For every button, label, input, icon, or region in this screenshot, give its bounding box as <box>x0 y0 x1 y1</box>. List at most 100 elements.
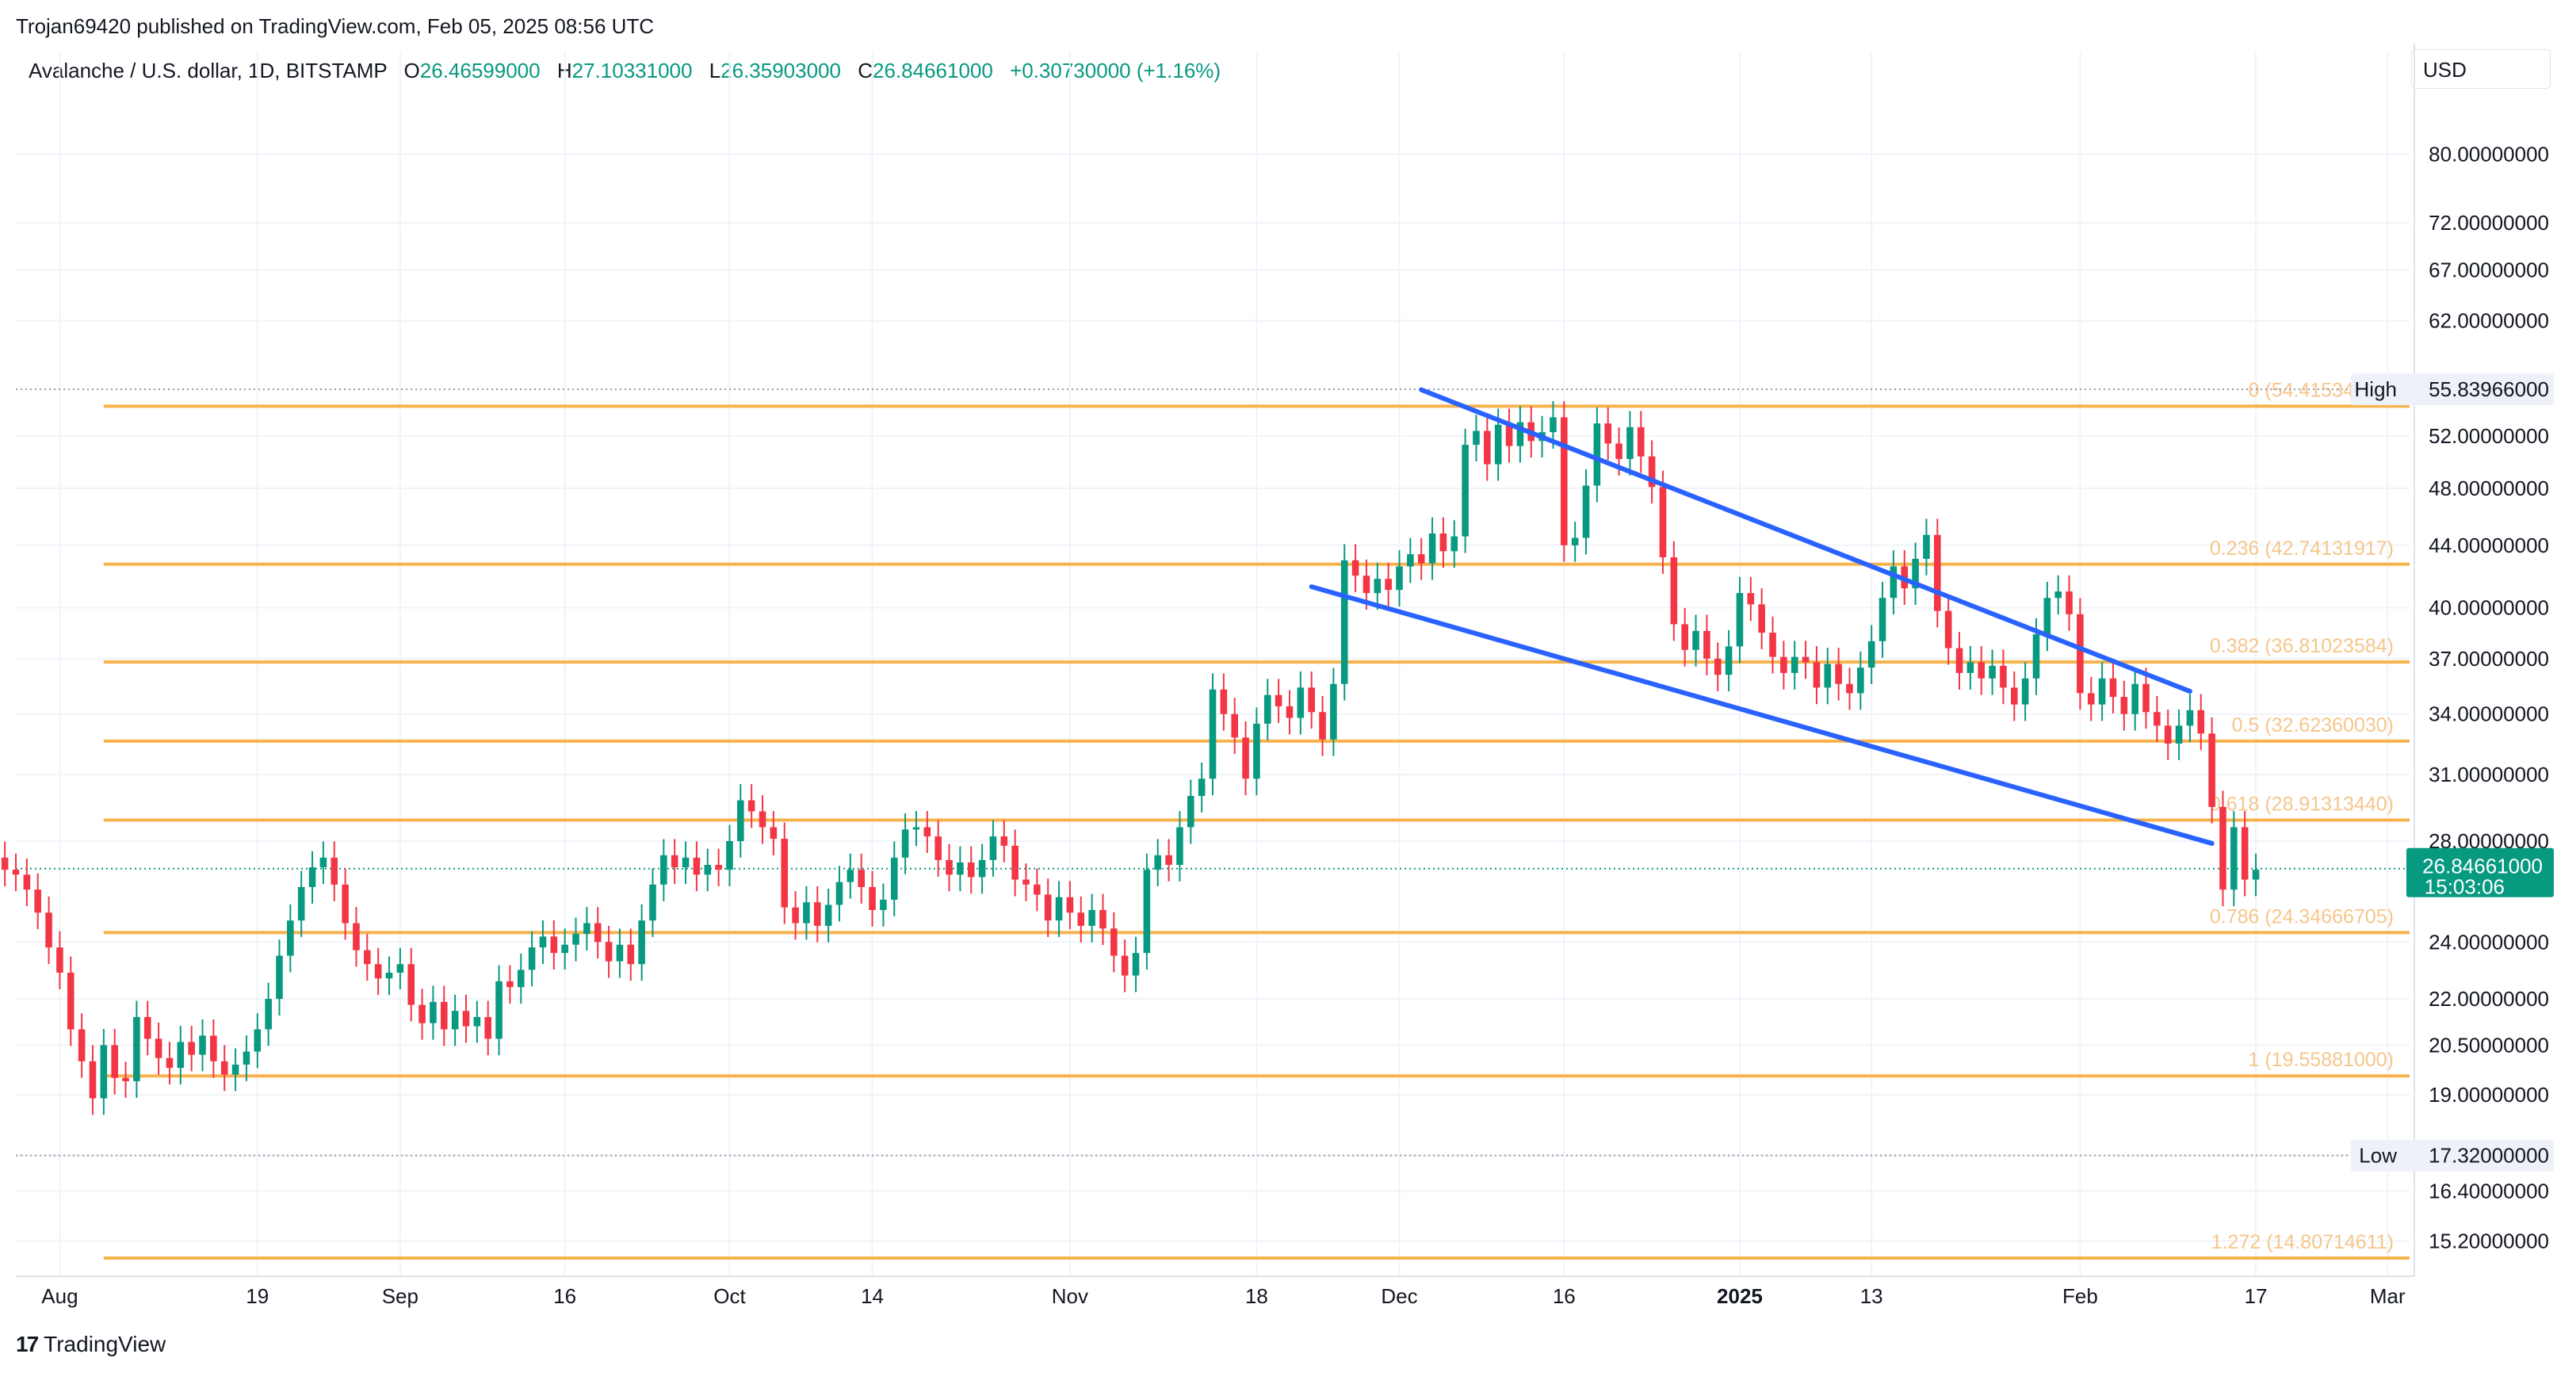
candle-body <box>1582 485 1590 538</box>
candle-body <box>1385 579 1392 591</box>
candle-body <box>2131 683 2138 714</box>
candle-body <box>1550 417 1557 433</box>
candle-body <box>726 840 733 870</box>
candle-body <box>1747 593 1755 605</box>
candle-body <box>1263 694 1271 724</box>
brand-name: TradingView <box>44 1332 166 1356</box>
candle-body <box>1066 897 1074 913</box>
candle-body <box>1242 737 1249 779</box>
close-value: 26.84661000 <box>873 59 993 82</box>
candle-body <box>473 1016 481 1027</box>
candle-body <box>1231 713 1239 738</box>
candle-body <box>1407 554 1414 567</box>
fib-level-label: 0.5 (32.62360030) <box>2232 714 2394 736</box>
candle-body <box>506 981 514 988</box>
candle-body <box>319 857 327 868</box>
candle-body <box>78 1029 86 1061</box>
candle-body <box>2175 725 2183 744</box>
candle-body <box>1000 836 1008 846</box>
x-axis-tick-label: 14 <box>861 1284 884 1308</box>
x-axis-tick-label: 17 <box>2245 1284 2268 1308</box>
candle-body <box>56 947 63 973</box>
candle-body <box>759 811 766 828</box>
candle-body <box>1878 598 1886 641</box>
currency-selector[interactable]: USD <box>2411 49 2551 89</box>
candle-body <box>671 855 678 868</box>
candle-body <box>1692 630 1699 650</box>
candle-body <box>430 1001 437 1023</box>
candle-body <box>880 899 887 910</box>
candle-body <box>1275 694 1282 707</box>
candle-body <box>824 904 832 926</box>
candle-body <box>1187 796 1194 828</box>
candle-body <box>2077 614 2084 694</box>
high-price-tag <box>2351 373 2554 406</box>
candle-body <box>1637 426 1645 457</box>
candle-body <box>1351 560 1359 576</box>
candle-body <box>770 827 778 839</box>
candle-body <box>2066 591 2073 614</box>
candle-body <box>1473 430 1480 446</box>
candle-body <box>1055 897 1063 921</box>
candle-body <box>1417 554 1425 564</box>
candle-body <box>572 934 579 945</box>
candle-body <box>1 857 9 870</box>
candle-body <box>957 862 964 875</box>
x-axis-tick-label: 13 <box>1860 1284 1883 1308</box>
y-axis-tick-label: 37.00000000 <box>2429 647 2549 671</box>
candle-body <box>1439 533 1447 552</box>
candle-body <box>550 936 558 954</box>
x-axis-tick-label: 16 <box>553 1284 576 1308</box>
candle-body <box>254 1029 262 1052</box>
candle-body <box>1121 955 1129 976</box>
close-label: C <box>858 59 873 82</box>
candle-body <box>1484 430 1491 465</box>
candle-body <box>2120 697 2128 714</box>
candle-body <box>561 944 568 954</box>
candle-body <box>374 964 382 979</box>
candle-body <box>934 836 942 860</box>
candle-body <box>1088 909 1095 926</box>
y-axis-tick-label: 67.00000000 <box>2429 258 2549 282</box>
candle-body <box>1110 928 1118 956</box>
candle-body <box>1154 855 1162 870</box>
candle-body <box>1989 665 1996 679</box>
candle-body <box>111 1045 118 1078</box>
candle-body <box>1835 664 1842 684</box>
candle-body <box>901 829 909 858</box>
x-axis-tick-label: Sep <box>382 1284 419 1308</box>
candle-body <box>1198 778 1206 797</box>
y-axis-tick-label: 16.40000000 <box>2429 1180 2549 1203</box>
change-value: +0.30730000 (+1.16%) <box>1010 59 1221 82</box>
candle-body <box>342 884 349 924</box>
candle-body <box>605 942 613 962</box>
fib-level-label: 1.272 (14.80714611) <box>2211 1231 2394 1253</box>
candle-body <box>747 800 755 812</box>
candle-body <box>243 1051 250 1065</box>
candle-body <box>1791 656 1798 673</box>
candle-body <box>923 827 931 837</box>
last-price-tag-value: 26.84661000 <box>2422 855 2543 878</box>
candle-body <box>835 882 843 905</box>
high-price-tag-label: High <box>2355 377 2397 401</box>
x-axis-tick-label: Aug <box>41 1284 78 1308</box>
tradingview-logo-icon: 17 <box>16 1332 39 1356</box>
candle-body <box>331 857 338 885</box>
candle-body <box>451 1011 459 1030</box>
fib-level-label: 1 (19.55881000) <box>2249 1049 2394 1071</box>
candle-body <box>231 1064 239 1075</box>
candle-body <box>1022 879 1030 885</box>
x-axis-tick-label: Mar <box>2370 1284 2406 1308</box>
candle-body <box>2043 598 2051 635</box>
candle-body <box>1340 560 1348 684</box>
candle-body <box>419 1004 426 1023</box>
candle-body <box>1176 827 1183 866</box>
candle-body <box>1308 687 1315 713</box>
candle-body <box>199 1035 206 1055</box>
candle-body <box>1604 423 1612 444</box>
high-price-tag-value: 55.83966000 <box>2429 377 2549 401</box>
low-value: 26.35903000 <box>720 59 841 82</box>
candle-body <box>2219 806 2226 890</box>
candle-body <box>2010 687 2018 705</box>
